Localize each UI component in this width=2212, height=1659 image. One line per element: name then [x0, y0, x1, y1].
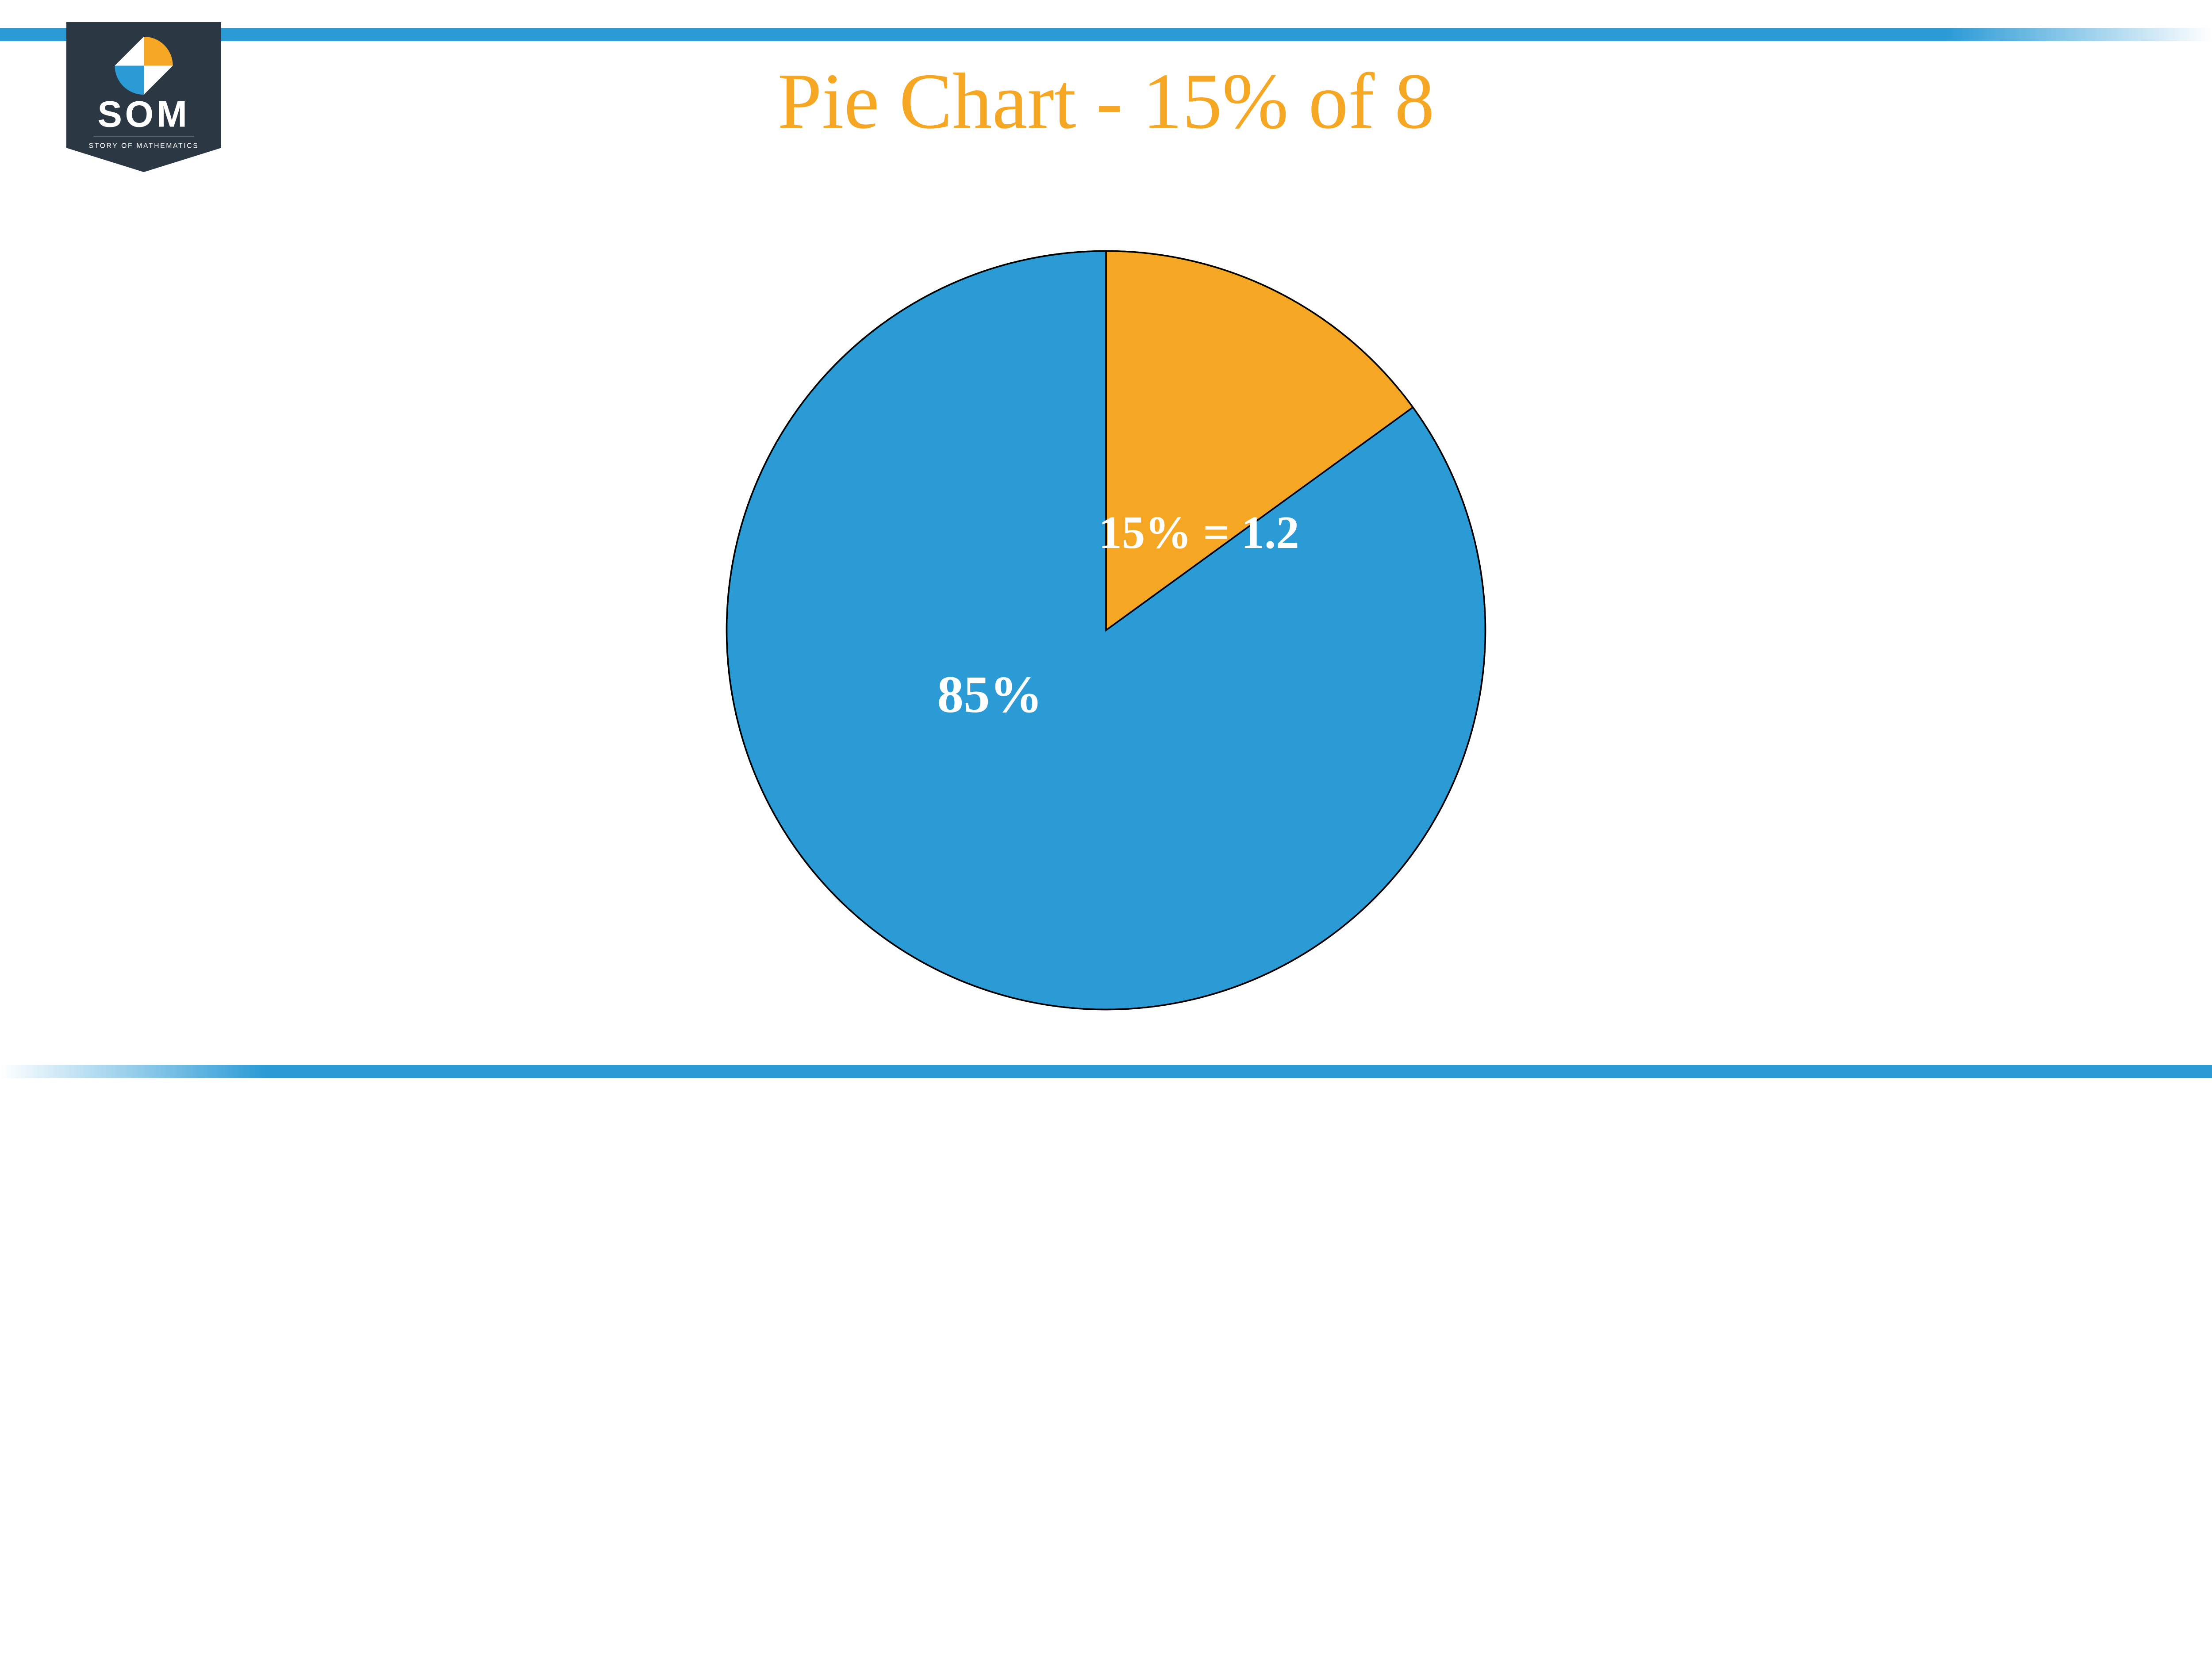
top-bar-solid	[0, 28, 1947, 41]
chart-title: Pie Chart - 15% of 8	[0, 55, 2212, 147]
top-bar-fade	[1947, 28, 2212, 41]
pie-slice-label-0: 15% = 1.2	[1098, 506, 1299, 558]
chart-container: SOM STORY OF MATHEMATICS Pie Chart - 15%…	[0, 0, 2212, 1106]
top-accent-bar	[0, 28, 2212, 41]
pie-svg: 15% = 1.2 85%	[719, 243, 1493, 1017]
bottom-bar-fade	[0, 1065, 265, 1078]
bottom-accent-bar	[0, 1065, 2212, 1078]
pie-slice-label-1: 85%	[937, 665, 1043, 724]
bottom-bar-solid	[265, 1065, 2212, 1078]
pie-chart: 15% = 1.2 85%	[719, 243, 1493, 1017]
